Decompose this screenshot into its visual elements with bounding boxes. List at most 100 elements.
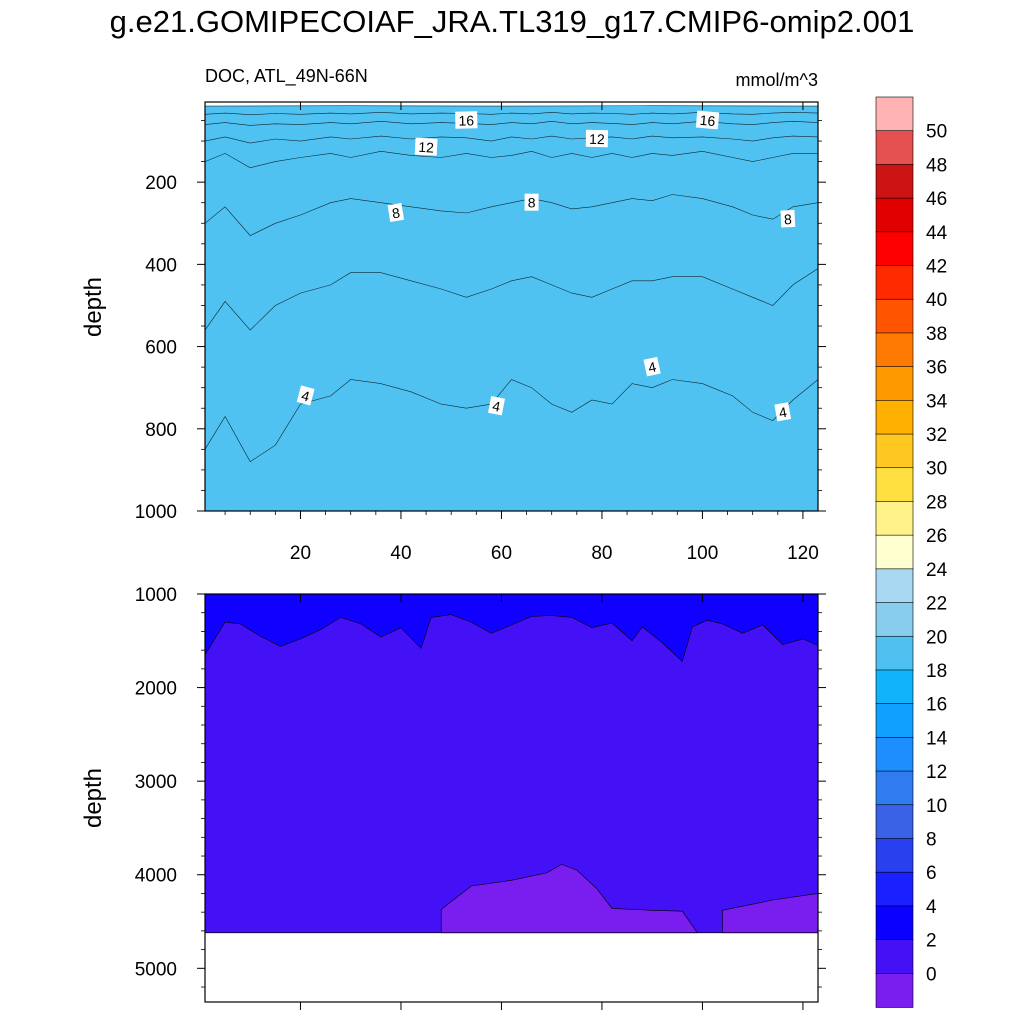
x-tick-label: 100 bbox=[687, 543, 719, 564]
colorbar-swatch bbox=[875, 501, 914, 536]
contour-band-0 bbox=[205, 614, 818, 933]
x-tick-label: 80 bbox=[591, 543, 612, 564]
upper-frame bbox=[204, 101, 819, 512]
contour-label: 8 bbox=[524, 193, 539, 211]
upper-panel: DOC, ATL_49N-66N mmol/m^3 16 16 12 12 8 8 8 4 4 4… bbox=[80, 66, 826, 564]
contour-label-text: 4 bbox=[778, 404, 789, 421]
contour-label: 4 bbox=[296, 385, 315, 406]
colorbar-label: 40 bbox=[926, 290, 947, 311]
colorbar-label: 12 bbox=[926, 762, 947, 783]
colorbar-swatch bbox=[875, 366, 914, 402]
colorbar-label: 26 bbox=[926, 526, 947, 547]
lower-axes: 1000 2000 3000 4000 5000 bbox=[135, 585, 826, 1010]
colorbar-label: 44 bbox=[926, 223, 948, 244]
colorbar-swatch bbox=[875, 669, 914, 705]
contour-label-box bbox=[780, 209, 796, 228]
colorbar-swatch bbox=[875, 939, 914, 975]
colorbar-swatch bbox=[875, 804, 914, 840]
colorbar-label: 30 bbox=[926, 459, 947, 480]
colorbar-swatch bbox=[875, 737, 914, 772]
colorbar: 5048464442403836343230282624222018161412… bbox=[875, 96, 948, 1008]
contour-label: 16 bbox=[455, 111, 478, 129]
colorbar-swatch bbox=[875, 130, 914, 166]
colorbar-swatch bbox=[875, 164, 914, 199]
contour-band-16 bbox=[205, 105, 818, 511]
colorbar-label: 24 bbox=[926, 560, 948, 581]
contour-label-box bbox=[643, 356, 661, 377]
colorbar-label: 48 bbox=[926, 155, 947, 176]
contour-label-box bbox=[488, 396, 505, 416]
contour-line-8 bbox=[204, 150, 818, 169]
y-tick-label: 200 bbox=[145, 173, 177, 194]
colorbar-label: 50 bbox=[926, 122, 947, 143]
colorbar-swatch bbox=[875, 467, 914, 503]
colorbar-label: 4 bbox=[926, 897, 937, 918]
contour-label-box bbox=[296, 385, 315, 406]
panel-left-label: DOC, ATL_49N-66N bbox=[205, 66, 368, 87]
contour-label: 16 bbox=[695, 110, 720, 130]
contour-label: 12 bbox=[585, 129, 609, 148]
contour-label-text: 16 bbox=[699, 112, 716, 129]
colorbar-label: 42 bbox=[926, 257, 947, 278]
contour-label-text: 4 bbox=[647, 358, 658, 375]
contour-label: 4 bbox=[488, 396, 505, 416]
contour-label: 12 bbox=[414, 137, 438, 156]
y-tick-label: 600 bbox=[145, 338, 177, 359]
contour-label-box bbox=[414, 137, 438, 156]
y-tick-label: 1000 bbox=[135, 502, 177, 523]
lower-panel: 1000 2000 3000 4000 5000 depth bbox=[80, 585, 826, 1010]
contour-label-box bbox=[774, 402, 792, 422]
upper-axes: 20 40 60 80 100 120 200 400 600 800 1000 bbox=[135, 101, 826, 564]
colorbar-swatch bbox=[875, 568, 914, 604]
x-tick-label: 60 bbox=[491, 543, 512, 564]
contour-label-text: 8 bbox=[528, 195, 536, 211]
colorbar-swatch bbox=[875, 905, 914, 941]
x-tick-label: 120 bbox=[787, 543, 819, 564]
upper-contour-bands bbox=[204, 105, 819, 512]
colorbar-swatch bbox=[875, 265, 914, 301]
contour-line-4 bbox=[204, 268, 819, 331]
colorbar-swatch bbox=[875, 96, 914, 132]
colorbar-swatch bbox=[875, 298, 914, 334]
lower-contour-bands bbox=[204, 594, 819, 934]
colorbar-label: 38 bbox=[926, 324, 947, 345]
y-tick-label: 3000 bbox=[135, 772, 177, 793]
colorbar-swatch bbox=[875, 534, 914, 570]
chart-title: g.e21.GOMIPECOIAF_JRA.TL319_g17.CMIP6-om… bbox=[109, 4, 915, 39]
y-tick-label: 4000 bbox=[135, 866, 177, 887]
panel-units-label: mmol/m^3 bbox=[736, 70, 818, 90]
colorbar-swatch bbox=[875, 838, 914, 873]
contour-label: 8 bbox=[780, 209, 796, 228]
colorbar-label: 34 bbox=[926, 391, 948, 412]
contour-label-text: 4 bbox=[491, 398, 502, 415]
contour-label-box bbox=[585, 129, 609, 148]
contour-label: 8 bbox=[387, 203, 405, 222]
colorbar-label: 22 bbox=[926, 594, 947, 615]
y-tick-label: 400 bbox=[145, 255, 177, 276]
lower-frame bbox=[204, 593, 819, 1003]
colorbar-swatch bbox=[875, 197, 914, 233]
contour-label-text: 16 bbox=[458, 112, 474, 128]
contour-label: 4 bbox=[774, 402, 792, 422]
colorbar-label: 46 bbox=[926, 189, 947, 210]
colorbar-label: 14 bbox=[926, 728, 948, 749]
y-tick-label: 800 bbox=[145, 420, 177, 441]
contour-line-12 bbox=[204, 120, 819, 126]
contour-label: 4 bbox=[643, 356, 661, 377]
contour-label-text: 8 bbox=[784, 211, 793, 227]
colorbar-swatch bbox=[875, 231, 914, 267]
contour-label-box bbox=[387, 203, 405, 222]
colorbar-swatch bbox=[875, 635, 914, 671]
x-tick-label: 20 bbox=[290, 543, 311, 564]
colorbar-label: 8 bbox=[926, 830, 937, 851]
colorbar-swatch bbox=[875, 433, 914, 469]
colorbar-swatch bbox=[875, 770, 914, 806]
contour-line-10 bbox=[204, 135, 819, 144]
contour-label-text: 12 bbox=[589, 131, 605, 147]
upper-y-axis-title: depth bbox=[80, 277, 107, 337]
colorbar-label: 36 bbox=[926, 358, 947, 379]
colorbar-swatch bbox=[875, 703, 914, 739]
colorbar-swatch bbox=[875, 602, 914, 638]
upper-contour-labels: 16 16 12 12 8 8 8 4 4 4 4 bbox=[296, 110, 796, 422]
x-tick-label: 40 bbox=[390, 543, 411, 564]
